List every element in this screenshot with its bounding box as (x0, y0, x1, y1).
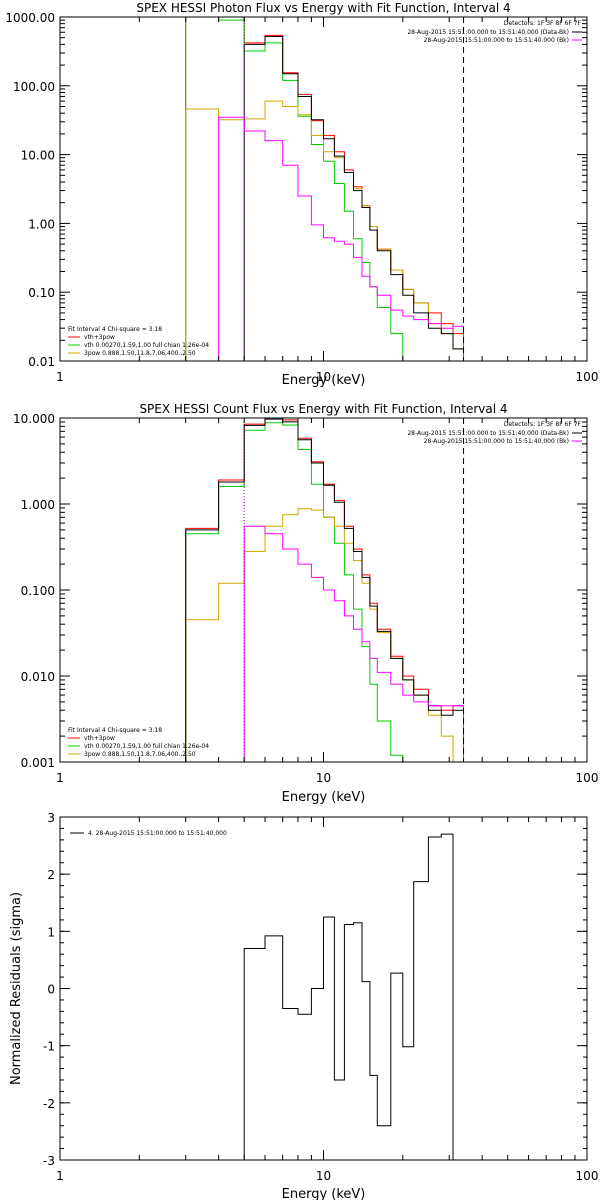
x-tick-label: 1 (56, 1169, 64, 1183)
series-line-0 (243, 833, 454, 1160)
y-tick-label: 0.10 (28, 286, 55, 300)
residuals-panel: 1 10 100 -3 -2 -1 0 1 2 3 Energy (keV) Normalized R… (9, 811, 598, 1200)
count-flux-panel: 1 10 100 0.001 0.010 0.100 1.000 10.000 SPEX HES… (13, 402, 598, 805)
y-tick-label: 0 (47, 983, 55, 997)
x-tick-label: 100 (576, 370, 599, 384)
y-axis-label: Normalized Residuals (sigma) (9, 892, 24, 1085)
y-tick-label: 0.01 (28, 355, 55, 369)
x-tick-label: 10 (316, 1169, 331, 1183)
fit-info-label: Fit Interval 4 Chi-square = 3.18 (68, 326, 162, 333)
y-tick-label: -2 (43, 1097, 55, 1111)
y-tick-label: 10.00 (21, 149, 55, 163)
detectors-label: Detectors: 1F 3F 8F 6F 7F (504, 421, 582, 428)
series-group (243, 833, 454, 1160)
y-tick-label: -1 (43, 1040, 55, 1054)
series-line-1 (185, 17, 414, 361)
photon-flux-panel: 1 10 100 0.01 0.10 1.00 10.00 100.00 1000.00 SPEX… (5, 1, 598, 388)
y-tick-label: 0.010 (21, 670, 55, 684)
legend-label: vth+3pow (84, 735, 115, 742)
legend-label: 28-Aug-2015 15:51:00.000 to 15:51:40.000… (407, 29, 569, 36)
series-line-3 (185, 418, 464, 762)
legend-label: 4. 28-Aug-2015 15:51:00.000 to 15:51:40.… (88, 830, 227, 837)
x-tick-label: 1 (56, 771, 64, 785)
legend-label: 28-Aug-2015 15:51:00.000 to 15:51:40.000… (424, 37, 569, 44)
series-line-4 (243, 525, 464, 762)
x-axis-label: Energy (keV) (282, 373, 366, 388)
legend-label: vth 0.00270,1.59,1.00 full chian 1.26e-0… (84, 743, 209, 750)
y-tick-label: 0.001 (21, 756, 55, 770)
x-tick-label: 10 (316, 370, 331, 384)
legend-label: vth+3pow (84, 334, 115, 341)
plot-frame (59, 16, 588, 362)
series-line-2 (185, 100, 464, 361)
x-axis-label: Energy (keV) (282, 1187, 366, 1200)
y-tick-label: 100.00 (13, 80, 55, 94)
series-line-3 (243, 36, 464, 361)
legend-label: vth 0.00270,1.59,1.00 full chian 1.26e-0… (84, 342, 209, 349)
legend-label: 3pow 0.888,1.50,11.8,7.06,400.,2.50 (84, 751, 196, 758)
chart-title: SPEX HESSI Count Flux vs Energy with Fit… (139, 402, 507, 416)
y-tick-label: 1 (47, 925, 55, 939)
legend-label: 28-Aug-2015 15:51:00.000 to 15:51:40.000… (407, 430, 569, 437)
series-group (185, 418, 464, 762)
x-axis-label: Energy (keV) (282, 790, 366, 805)
legend-label: 3pow 0.888,1.50,11.8,7.06,400.,2.50 (84, 350, 196, 357)
x-tick-label: 100 (576, 1169, 599, 1183)
detectors-label: Detectors: 1F 3F 8F 6F 7F (504, 20, 582, 27)
y-tick-label: 3 (47, 811, 55, 825)
y-tick-label: 1000.00 (5, 11, 55, 25)
x-tick-label: 10 (316, 771, 331, 785)
series-line-0 (185, 17, 464, 361)
series-group (185, 17, 464, 361)
y-tick-label: 2 (47, 868, 55, 882)
y-tick-label: 1.000 (21, 498, 55, 512)
series-line-2 (185, 508, 464, 762)
x-tick-label: 1 (56, 370, 64, 384)
y-tick-label: -3 (43, 1154, 55, 1168)
series-line-4 (218, 116, 464, 361)
y-tick-label: 10.000 (13, 412, 55, 426)
chart-title: SPEX HESSI Photon Flux vs Energy with Fi… (136, 1, 510, 15)
y-tick-label: 0.100 (21, 584, 55, 598)
legend-label: 28-Aug-2015 15:51:00.000 to 15:51:40.000… (424, 438, 569, 445)
fit-info-label: Fit Interval 4 Chi-square = 3.18 (68, 727, 162, 734)
x-tick-label: 100 (576, 771, 599, 785)
y-tick-label: 1.00 (28, 217, 55, 231)
